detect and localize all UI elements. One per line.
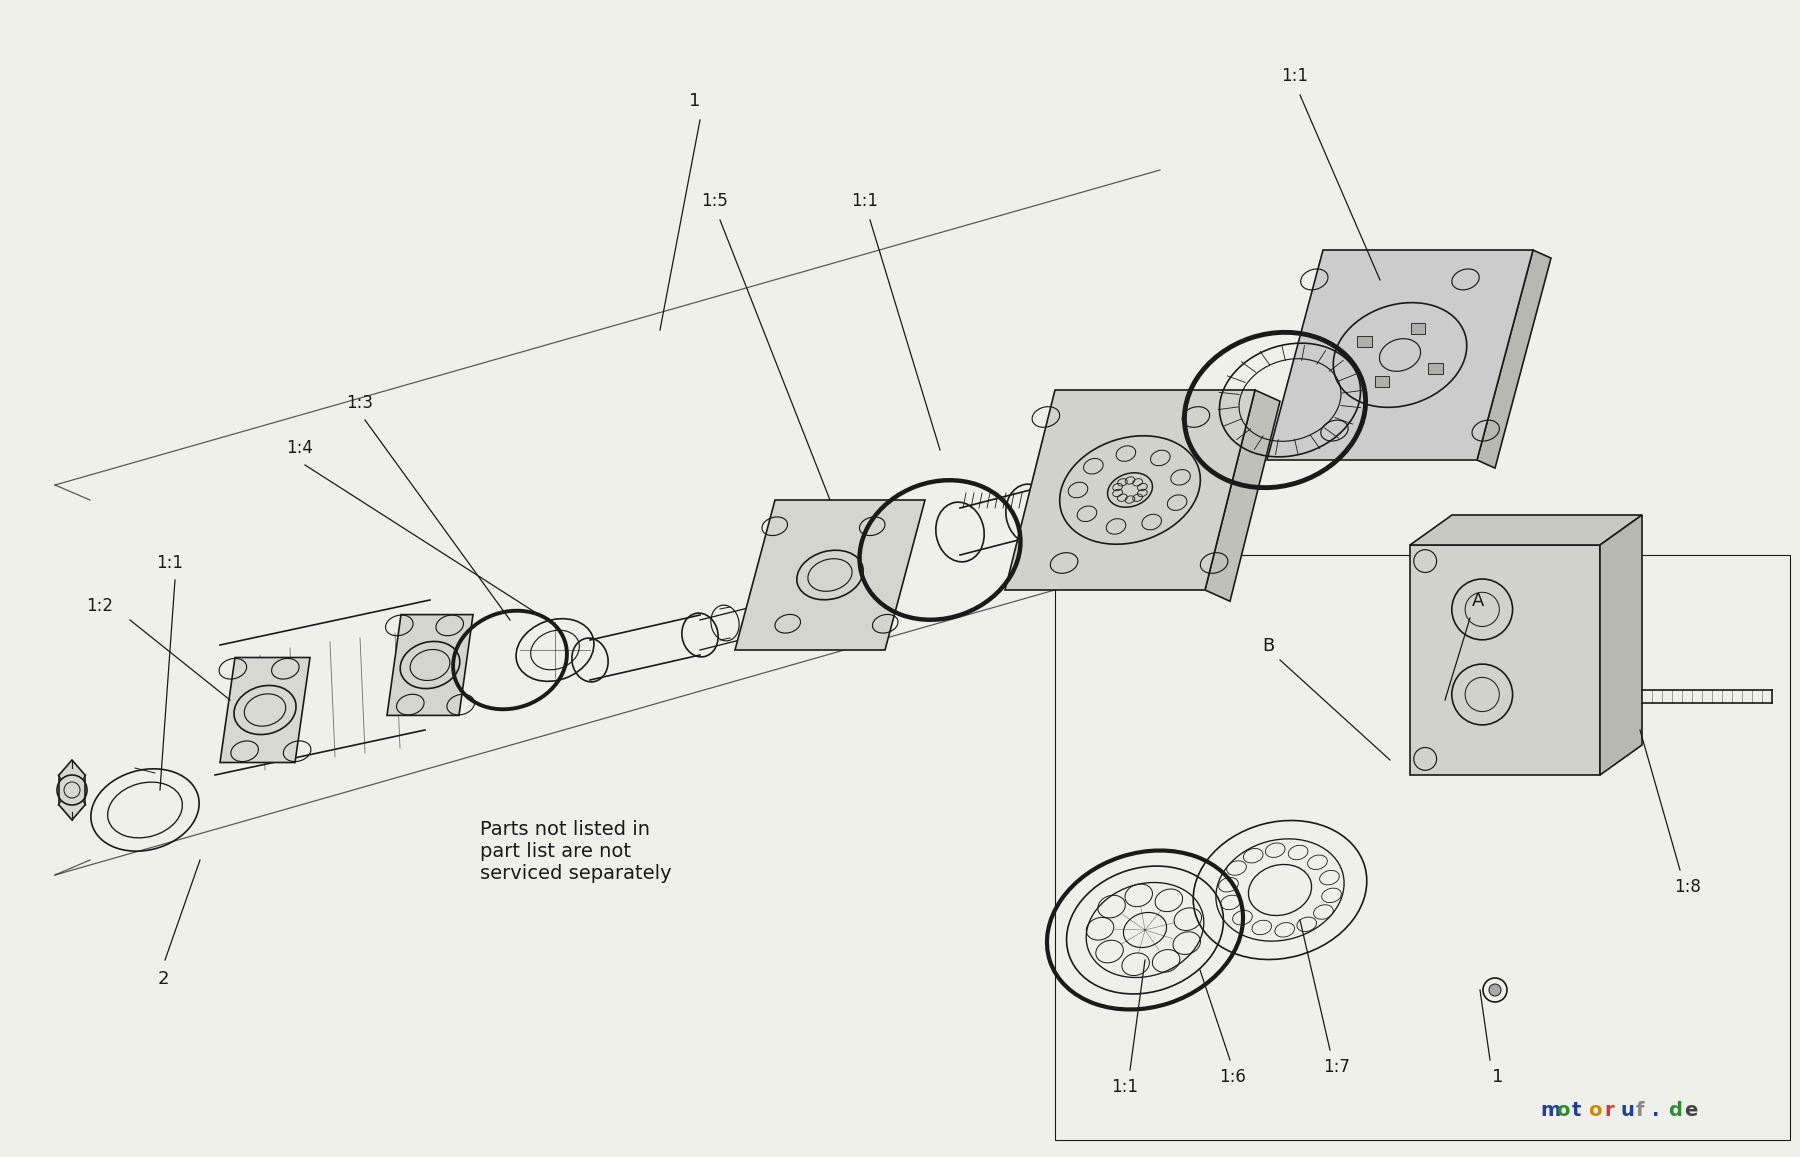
Text: o: o [1555, 1101, 1570, 1120]
Text: 1: 1 [1492, 1068, 1503, 1086]
Text: 1:1: 1:1 [1112, 1078, 1138, 1096]
Text: 2: 2 [157, 970, 169, 988]
Polygon shape [1375, 376, 1390, 386]
Text: 1:4: 1:4 [286, 439, 313, 457]
Polygon shape [1409, 515, 1642, 545]
Polygon shape [1267, 250, 1534, 460]
Text: 1:1: 1:1 [1282, 67, 1309, 84]
Polygon shape [1411, 323, 1426, 334]
Text: 1:6: 1:6 [1220, 1068, 1246, 1086]
Polygon shape [1478, 250, 1552, 469]
Text: f: f [1636, 1101, 1645, 1120]
Polygon shape [734, 500, 925, 650]
Polygon shape [1427, 363, 1444, 374]
Text: 1:3: 1:3 [346, 395, 374, 412]
Text: e: e [1685, 1101, 1697, 1120]
Polygon shape [387, 614, 473, 715]
Text: 1:1: 1:1 [851, 192, 878, 211]
Polygon shape [1357, 337, 1372, 347]
Text: A: A [1472, 592, 1485, 610]
Text: 1:2: 1:2 [86, 597, 113, 616]
Text: serviced separately: serviced separately [481, 864, 671, 883]
Polygon shape [1204, 390, 1280, 602]
Text: 1:7: 1:7 [1323, 1057, 1350, 1076]
Text: 1:8: 1:8 [1674, 878, 1701, 896]
Text: part list are not: part list are not [481, 842, 632, 861]
Text: r: r [1604, 1101, 1613, 1120]
Text: m: m [1541, 1101, 1561, 1120]
Text: o: o [1588, 1101, 1602, 1120]
Text: .: . [1652, 1101, 1660, 1120]
Text: 1: 1 [689, 93, 700, 110]
Circle shape [1489, 983, 1501, 996]
Polygon shape [59, 760, 85, 820]
Text: Parts not listed in: Parts not listed in [481, 820, 650, 839]
Polygon shape [1004, 390, 1255, 590]
Polygon shape [220, 657, 310, 762]
Text: 1:1: 1:1 [157, 554, 184, 572]
Text: t: t [1571, 1101, 1582, 1120]
Text: u: u [1620, 1101, 1634, 1120]
Text: 1:5: 1:5 [702, 192, 729, 211]
Polygon shape [1600, 515, 1642, 775]
Text: d: d [1669, 1101, 1681, 1120]
Polygon shape [1409, 545, 1600, 775]
Text: B: B [1262, 638, 1274, 655]
